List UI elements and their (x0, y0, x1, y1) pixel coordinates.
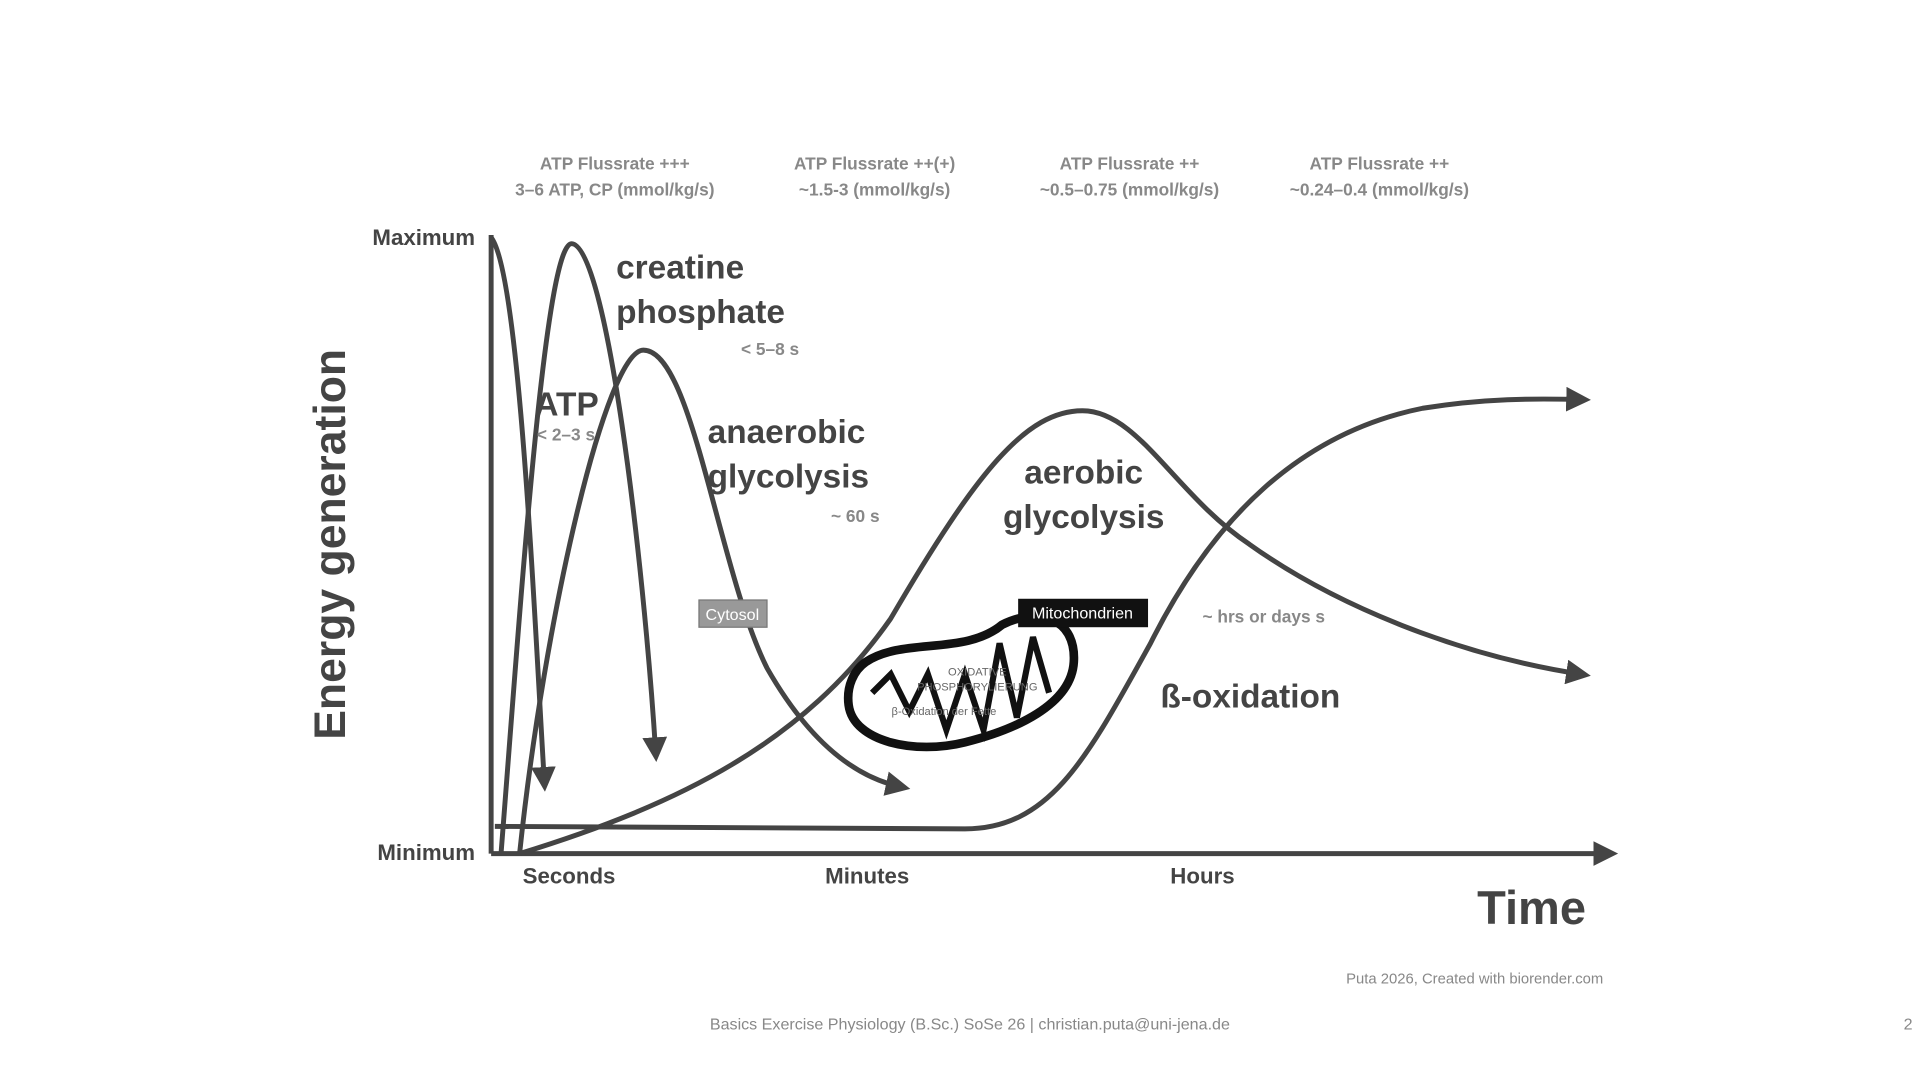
curve-label: phosphate (616, 294, 785, 331)
mitochondrion: OXIDATIVE PHOSPHORYLIERUNG β-Oxidation d… (843, 612, 1079, 752)
source: Puta 2026, Created with biorender.com (1346, 972, 1603, 988)
curve-label: aerobic (1024, 455, 1143, 492)
flux-line: ATP Flussrate ++ (1310, 153, 1450, 173)
aerobic-curve (518, 408, 1591, 856)
curve-duration: ~ hrs or days s (1202, 606, 1325, 626)
flux-line: ATP Flussrate ++ (1060, 153, 1200, 173)
curve-label: ß-oxidation (1160, 679, 1340, 716)
flux-line: ~0.5–0.75 (mmol/kg/s) (1040, 179, 1219, 199)
inner-label: PHOSPHORYLIERUNG (917, 681, 1037, 693)
x-label: Seconds (523, 863, 616, 888)
atp-curve (489, 235, 556, 792)
cytosol-box (698, 599, 768, 628)
curve-label: glycolysis (1003, 499, 1164, 536)
inner-label: OXIDATIVE (948, 666, 1007, 678)
flux-line: ATP Flussrate ++(+) (794, 153, 955, 173)
flux-line: 3–6 ATP, CP (mmol/kg/s) (515, 179, 714, 199)
anaerobic-curve (517, 347, 911, 854)
creatine-phosphate-curve (498, 241, 668, 854)
curve-label: ATP (534, 387, 598, 424)
flux-line: ATP Flussrate +++ (540, 153, 690, 173)
page-number: 2 (1904, 1015, 1913, 1033)
mitochondria-label: Mitochondrien (1032, 605, 1133, 623)
mitochondria-box (1018, 598, 1149, 628)
curve-label: creatine (616, 249, 744, 286)
curve-label: anaerobic (708, 414, 866, 451)
inner-label: β-Oxidation der Fette (892, 706, 997, 718)
y-min-label: Minimum (377, 840, 475, 865)
flux-line: ~1.5-3 (mmol/kg/s) (799, 179, 950, 199)
curve-duration: < 5–8 s (741, 339, 799, 359)
y-max-label: Maximum (372, 225, 475, 250)
flux-rates: ATP Flussrate +++ 3–6 ATP, CP (mmol/kg/s… (515, 153, 1469, 199)
x-axis-title: Time (1477, 881, 1586, 934)
flux-line: ~0.24–0.4 (mmol/kg/s) (1290, 179, 1469, 199)
curve-duration: ~ 60 s (831, 506, 880, 526)
x-label: Hours (1170, 863, 1234, 888)
y-axis-title: Energy generation (306, 349, 355, 740)
beta-oxidation-curve (494, 386, 1591, 832)
footer: Basics Exercise Physiology (B.Sc.) SoSe … (710, 1015, 1230, 1033)
curve-label: glycolysis (708, 458, 869, 495)
curve-duration: < 2–3 s (537, 424, 595, 444)
cytosol-label: Cytosol (706, 606, 760, 624)
x-label: Minutes (825, 863, 909, 888)
